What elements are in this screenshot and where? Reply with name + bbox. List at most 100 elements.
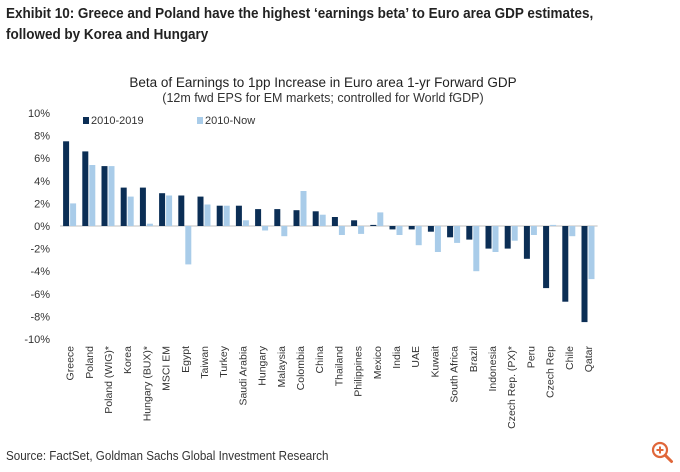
x-tick-label: Brazil xyxy=(468,346,480,372)
x-tick-label: Korea xyxy=(122,346,134,374)
legend: 2010-2019 2010-Now xyxy=(83,115,255,127)
bar-2010-2019 xyxy=(351,220,358,226)
x-tick-label: South Africa xyxy=(449,346,461,403)
x-tick-label: Greece xyxy=(65,346,77,381)
bar-2010-2019 xyxy=(485,226,492,249)
x-tick-label: Saudi Arabia xyxy=(237,346,249,406)
bar-2010-2019 xyxy=(197,196,204,226)
y-tick-label: 2% xyxy=(34,198,50,210)
bar-2010-now xyxy=(530,226,537,235)
zoom-in-icon[interactable] xyxy=(650,440,674,464)
bars xyxy=(63,141,595,323)
x-tick-label: Czech Rep. (PX)* xyxy=(506,346,518,429)
chart: Beta of Earnings to 1pp Increase in Euro… xyxy=(24,75,598,429)
bar-2010-2019 xyxy=(370,224,377,226)
bar-2010-2019 xyxy=(466,226,473,240)
y-tick-label: 10% xyxy=(28,108,50,120)
bar-2010-now xyxy=(108,166,115,226)
source-note: Source: FactSet, Goldman Sachs Global In… xyxy=(6,449,329,463)
bar-2010-2019 xyxy=(255,209,262,226)
legend-label-2010-2019: 2010-2019 xyxy=(91,115,144,127)
x-tick-label: Philippines xyxy=(353,346,365,397)
y-tick-label: 4% xyxy=(34,176,50,188)
y-tick-label: 6% xyxy=(34,153,50,165)
y-axis: -10% -8% -6% -4% -2% 0% 2% 4% 6% 8% 10% xyxy=(24,108,50,346)
x-tick-label: Malaysia xyxy=(276,346,288,388)
bar-2010-now xyxy=(492,226,499,252)
bar-2010-now xyxy=(89,165,96,226)
x-axis-labels: Greece Poland Poland (WIG)* Korea Hungary (B… xyxy=(65,345,595,429)
bar-2010-2019 xyxy=(178,195,185,226)
bar-2010-2019 xyxy=(293,210,300,226)
x-tick-label: Czech Rep xyxy=(545,346,557,398)
bar-2010-now xyxy=(223,205,230,226)
y-tick-label: -6% xyxy=(30,289,50,301)
legend-swatch-2010-2019 xyxy=(83,117,89,124)
bar-2010-now xyxy=(338,226,345,235)
x-tick-label: Turkey xyxy=(218,345,230,377)
y-tick-label: -4% xyxy=(30,266,50,278)
bar-2010-now xyxy=(396,226,403,235)
bar-2010-now xyxy=(127,196,134,226)
bar-2010-2019 xyxy=(139,187,146,226)
bar-2010-2019 xyxy=(159,193,166,226)
bar-2010-now xyxy=(588,226,595,280)
bar-2010-2019 xyxy=(63,141,70,227)
bar-2010-2019 xyxy=(216,205,223,226)
bar-2010-now xyxy=(550,224,557,226)
bar-2010-now xyxy=(415,226,422,246)
x-tick-label: Indonesia xyxy=(487,346,499,392)
x-tick-label: Colombia xyxy=(295,346,307,391)
x-tick-label: Qatar xyxy=(583,346,595,373)
y-tick-label: -2% xyxy=(30,244,50,256)
x-tick-label: Mexico xyxy=(372,346,384,379)
x-tick-label: Taiwan xyxy=(199,346,211,379)
bar-2010-2019 xyxy=(389,226,396,230)
bar-2010-2019 xyxy=(581,226,588,323)
x-tick-label: India xyxy=(391,346,403,369)
bar-2010-now xyxy=(300,191,307,226)
bar-2010-now xyxy=(242,220,249,226)
y-tick-label: -8% xyxy=(30,311,50,323)
bar-2010-2019 xyxy=(523,226,530,259)
bar-2010-2019 xyxy=(447,226,454,238)
x-tick-label: Poland xyxy=(84,346,96,379)
legend-swatch-2010-now xyxy=(197,117,203,124)
bar-2010-2019 xyxy=(427,226,434,232)
bar-2010-2019 xyxy=(562,226,569,302)
bar-2010-now xyxy=(358,226,365,234)
y-tick-label: -10% xyxy=(24,334,50,346)
bar-2010-now xyxy=(434,226,441,252)
bar-2010-now xyxy=(569,226,576,237)
legend-label-2010-now: 2010-Now xyxy=(205,115,255,127)
bar-2010-2019 xyxy=(101,166,108,226)
chart-title: Beta of Earnings to 1pp Increase in Euro… xyxy=(129,75,516,90)
x-tick-label: Kuwait xyxy=(429,346,441,378)
x-tick-label: Peru xyxy=(525,346,537,368)
bar-2010-2019 xyxy=(235,205,242,226)
x-tick-label: China xyxy=(314,346,326,374)
x-tick-label: Thailand xyxy=(333,346,345,386)
y-tick-label: 8% xyxy=(34,131,50,143)
bar-2010-now xyxy=(146,223,153,226)
bar-2010-now xyxy=(377,212,384,226)
bar-2010-2019 xyxy=(82,151,89,226)
bar-2010-2019 xyxy=(408,226,415,230)
bar-2010-now xyxy=(319,214,326,226)
bar-2010-now xyxy=(454,226,461,243)
bar-2010-2019 xyxy=(274,209,281,226)
bar-2010-now xyxy=(473,226,480,272)
x-tick-label: Poland (WIG)* xyxy=(103,346,115,414)
x-tick-label: Egypt xyxy=(180,346,192,373)
chart-subtitle: (12m fwd EPS for EM markets; controlled … xyxy=(162,91,483,105)
bar-2010-2019 xyxy=(543,226,550,289)
bar-2010-now xyxy=(262,226,269,231)
bar-2010-now xyxy=(166,195,173,226)
x-tick-label: Hungary (BUX)* xyxy=(141,346,153,421)
x-tick-label: Chile xyxy=(564,346,576,370)
bar-2010-2019 xyxy=(331,217,338,226)
x-tick-label: Hungary xyxy=(257,345,269,385)
y-tick-label: 0% xyxy=(34,221,50,233)
bar-2010-2019 xyxy=(504,226,511,249)
bar-2010-now xyxy=(185,226,192,265)
